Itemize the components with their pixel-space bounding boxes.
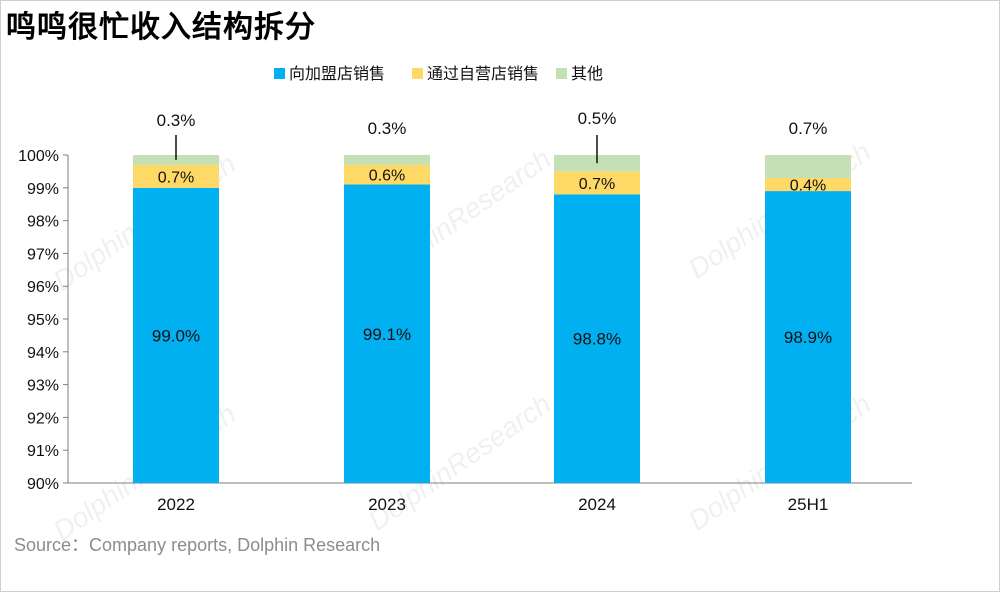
page-title: 鸣鸣很忙收入结构拆分 <box>6 10 316 45</box>
legend-swatch <box>556 68 567 79</box>
legend-label: 通过自营店销售 <box>427 64 539 83</box>
y-tick-label: 96% <box>27 279 59 296</box>
data-label: 0.6% <box>369 168 405 185</box>
data-label: 0.7% <box>158 169 194 186</box>
data-label: 99.0% <box>152 326 200 345</box>
data-label: 0.7% <box>789 119 828 138</box>
legend-swatch <box>274 68 285 79</box>
bar-segment <box>554 194 640 484</box>
y-tick-label: 98% <box>27 214 59 231</box>
x-tick-label: 2023 <box>368 495 406 514</box>
x-tick-label: 2024 <box>578 495 616 514</box>
legend-swatch <box>412 68 423 79</box>
data-label: 0.3% <box>157 111 196 130</box>
x-tick-label: 25H1 <box>788 495 829 514</box>
y-tick-label: 94% <box>27 345 59 362</box>
bar-segment <box>765 191 851 483</box>
y-tick-label: 95% <box>27 312 59 329</box>
data-label: 99.1% <box>363 325 411 344</box>
y-tick-label: 91% <box>27 443 59 460</box>
data-label: 0.4% <box>790 178 826 195</box>
y-tick-label: 90% <box>27 476 59 493</box>
bar-segment <box>765 177 851 192</box>
x-tick-label: 2022 <box>157 495 195 514</box>
data-label: 98.8% <box>573 330 621 349</box>
legend-label: 向加盟店销售 <box>289 64 385 83</box>
data-label: 98.9% <box>784 328 832 347</box>
x-axis-labels: 2022 2023 2024 25H1 <box>157 495 828 514</box>
bar-segment <box>554 171 640 195</box>
data-label: 0.5% <box>578 109 617 128</box>
source-note: Source：Company reports, Dolphin Research <box>14 535 381 555</box>
bar-segment <box>133 164 219 188</box>
data-label: 0.3% <box>368 119 407 138</box>
bar-segment <box>133 187 219 484</box>
bars-layer: 99.0% 0.7% 0.3% 99.1% 0.6% 0.3% 98.8% 0.7% 0.5% 9… <box>133 109 851 484</box>
legend-label: 其他 <box>571 64 603 83</box>
bar-segment <box>765 155 851 178</box>
y-tick-label: 99% <box>27 181 59 198</box>
y-tick-label: 100% <box>18 148 59 165</box>
y-tick-label: 97% <box>27 246 59 263</box>
data-label: 0.7% <box>579 176 615 193</box>
bar-segment <box>344 164 430 185</box>
y-tick-label: 93% <box>27 378 59 395</box>
bar-segment <box>344 184 430 483</box>
y-tick-label: 92% <box>27 410 59 427</box>
bar-segment <box>344 155 430 165</box>
legend: 向加盟店销售 通过自营店销售 其他 <box>274 64 603 83</box>
